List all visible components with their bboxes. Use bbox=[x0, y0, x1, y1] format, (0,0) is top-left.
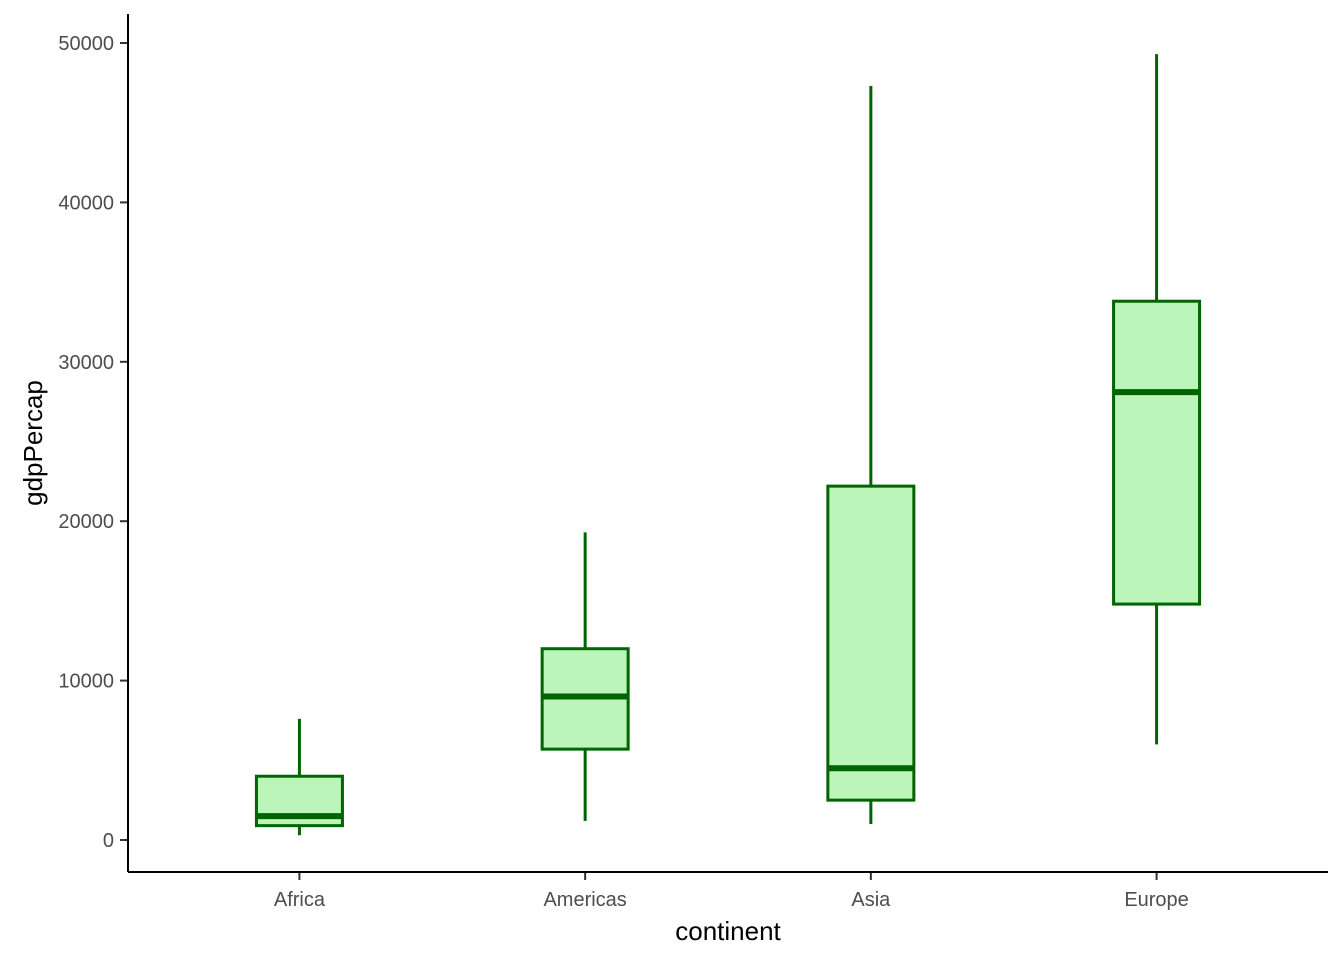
y-tick-label: 50000 bbox=[58, 33, 114, 55]
box-europe bbox=[1112, 54, 1202, 745]
x-axis-title: continent bbox=[675, 916, 781, 946]
x-tick-label: Europe bbox=[1124, 889, 1189, 911]
y-tick-label: 10000 bbox=[58, 671, 114, 693]
x-tick-label: Asia bbox=[851, 889, 891, 911]
box-iqr bbox=[1112, 299, 1202, 606]
y-tick-label: 30000 bbox=[58, 352, 114, 374]
y-tick-label: 20000 bbox=[58, 511, 114, 533]
y-axis-ticks: 0 10000 20000 30000 40000 50000 bbox=[58, 33, 128, 852]
box-asia bbox=[826, 86, 916, 825]
x-tick-label: Americas bbox=[543, 889, 626, 911]
y-tick-label: 40000 bbox=[58, 192, 114, 214]
x-axis-ticks: Africa Americas Asia Europe bbox=[274, 872, 1189, 911]
boxes bbox=[254, 54, 1202, 836]
box-africa bbox=[254, 718, 344, 836]
box-americas bbox=[540, 532, 630, 821]
y-axis-title: gdpPercap bbox=[18, 380, 48, 506]
box-iqr bbox=[826, 484, 916, 802]
x-tick-label: Africa bbox=[274, 889, 326, 911]
y-tick-label: 0 bbox=[103, 830, 114, 852]
